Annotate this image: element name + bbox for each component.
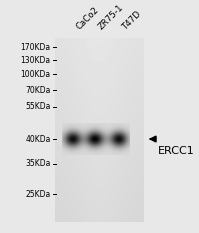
Text: 55KDa: 55KDa bbox=[25, 102, 51, 111]
Text: 100KDa: 100KDa bbox=[21, 70, 51, 79]
Text: 70KDa: 70KDa bbox=[25, 86, 51, 95]
Text: ERCC1: ERCC1 bbox=[158, 146, 195, 156]
Text: 40KDa: 40KDa bbox=[25, 134, 51, 144]
Text: ZR75-1: ZR75-1 bbox=[97, 2, 126, 31]
Text: T47D: T47D bbox=[121, 8, 143, 31]
Text: 170KDa: 170KDa bbox=[21, 43, 51, 52]
Text: CaCo2: CaCo2 bbox=[75, 5, 101, 31]
Text: 35KDa: 35KDa bbox=[25, 159, 51, 168]
Text: 25KDa: 25KDa bbox=[25, 190, 51, 199]
Text: 130KDa: 130KDa bbox=[21, 56, 51, 65]
